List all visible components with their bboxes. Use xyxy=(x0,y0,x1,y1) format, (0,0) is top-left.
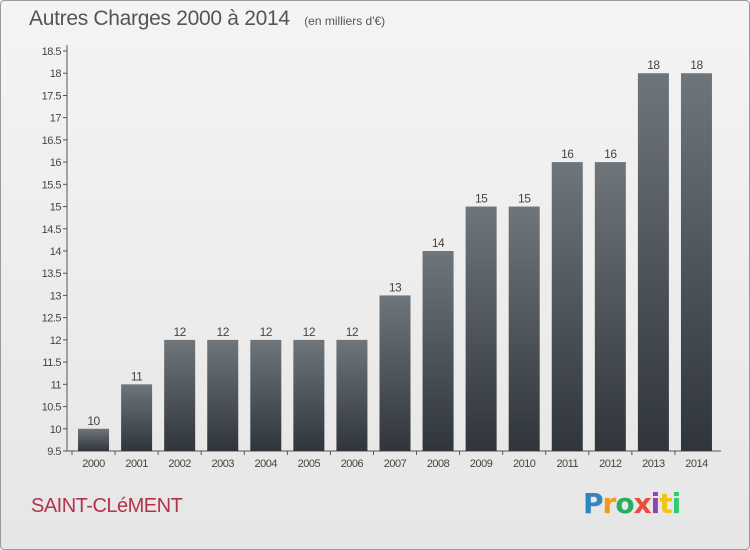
data-label: 16 xyxy=(561,147,574,161)
x-tick-label: 2006 xyxy=(341,458,364,470)
y-tick-label: 12 xyxy=(50,335,62,347)
x-tick-label: 2009 xyxy=(470,458,493,470)
x-tick-label: 2002 xyxy=(168,458,191,470)
bar xyxy=(551,162,583,451)
proxiti-logo: Proxiti xyxy=(583,487,682,520)
x-tick-label: 2001 xyxy=(125,458,148,470)
y-tick-label: 14.5 xyxy=(42,224,62,236)
bar xyxy=(508,206,540,451)
logo-letter: i xyxy=(650,487,661,520)
data-label: 14 xyxy=(432,236,445,250)
logo-letter: o xyxy=(615,487,634,520)
y-tick-label: 18 xyxy=(50,68,62,80)
data-label: 15 xyxy=(518,192,531,206)
y-tick-label: 13.5 xyxy=(42,268,62,280)
y-tick-label: 13 xyxy=(50,290,62,302)
x-tick-label: 2008 xyxy=(427,458,450,470)
y-tick-label: 16 xyxy=(50,157,62,169)
x-tick-label: 2013 xyxy=(642,458,665,470)
x-tick-label: 2003 xyxy=(211,458,234,470)
data-label: 16 xyxy=(604,147,617,161)
y-tick-label: 14 xyxy=(50,246,62,258)
y-tick-label: 17 xyxy=(50,113,62,125)
logo-letter: i xyxy=(671,487,682,520)
data-label: 11 xyxy=(131,369,143,383)
x-tick-label: 2010 xyxy=(513,458,536,470)
y-tick-label: 9.5 xyxy=(47,446,61,458)
x-tick-label: 2004 xyxy=(255,458,278,470)
logo-letter: P xyxy=(583,487,604,520)
bar xyxy=(293,339,325,451)
title-row: Autres Charges 2000 à 2014 (en milliers … xyxy=(29,7,385,31)
data-label: 12 xyxy=(217,325,230,339)
data-label: 12 xyxy=(346,325,359,339)
x-tick-label: 2005 xyxy=(298,458,321,470)
y-tick-label: 17.5 xyxy=(42,90,62,102)
data-label: 18 xyxy=(690,58,703,72)
y-tick-label: 12.5 xyxy=(42,313,62,325)
x-tick-label: 2012 xyxy=(599,458,622,470)
x-tick-label: 2000 xyxy=(82,458,105,470)
y-tick-label: 10.5 xyxy=(42,402,62,414)
y-tick-label: 11.5 xyxy=(42,357,61,369)
bar xyxy=(250,339,282,451)
logo-letter: x xyxy=(633,487,652,520)
bar xyxy=(164,339,196,451)
y-tick-label: 16.5 xyxy=(42,135,62,147)
bar xyxy=(379,295,411,451)
bar xyxy=(78,428,110,451)
bar xyxy=(422,251,454,451)
commune-name: SAINT-CLéMENT xyxy=(31,495,183,517)
y-tick-label: 15 xyxy=(50,202,62,214)
bar xyxy=(465,206,497,451)
x-tick-label: 2014 xyxy=(685,458,708,470)
data-label: 12 xyxy=(260,325,273,339)
y-tick-label: 11 xyxy=(51,379,62,391)
data-label: 15 xyxy=(475,192,488,206)
y-tick-label: 15.5 xyxy=(42,179,62,191)
data-label: 18 xyxy=(647,58,660,72)
bar xyxy=(336,339,368,451)
logo-letter: t xyxy=(659,487,672,520)
bar xyxy=(680,73,712,451)
data-label: 10 xyxy=(87,414,100,428)
chart-title: Autres Charges 2000 à 2014 xyxy=(29,7,290,30)
logo-letter: r xyxy=(602,487,617,520)
x-tick-label: 2007 xyxy=(384,458,407,470)
x-tick-label: 2011 xyxy=(556,458,578,470)
y-tick-label: 10 xyxy=(50,424,62,436)
data-label: 13 xyxy=(389,280,402,294)
y-tick-label: 18.5 xyxy=(42,46,62,58)
chart-subtitle: (en milliers d'€) xyxy=(304,14,386,28)
data-label: 12 xyxy=(173,325,186,339)
data-label: 12 xyxy=(303,325,316,339)
bar xyxy=(637,73,669,451)
bar xyxy=(121,384,153,451)
bar xyxy=(594,162,626,451)
bar xyxy=(207,339,239,451)
